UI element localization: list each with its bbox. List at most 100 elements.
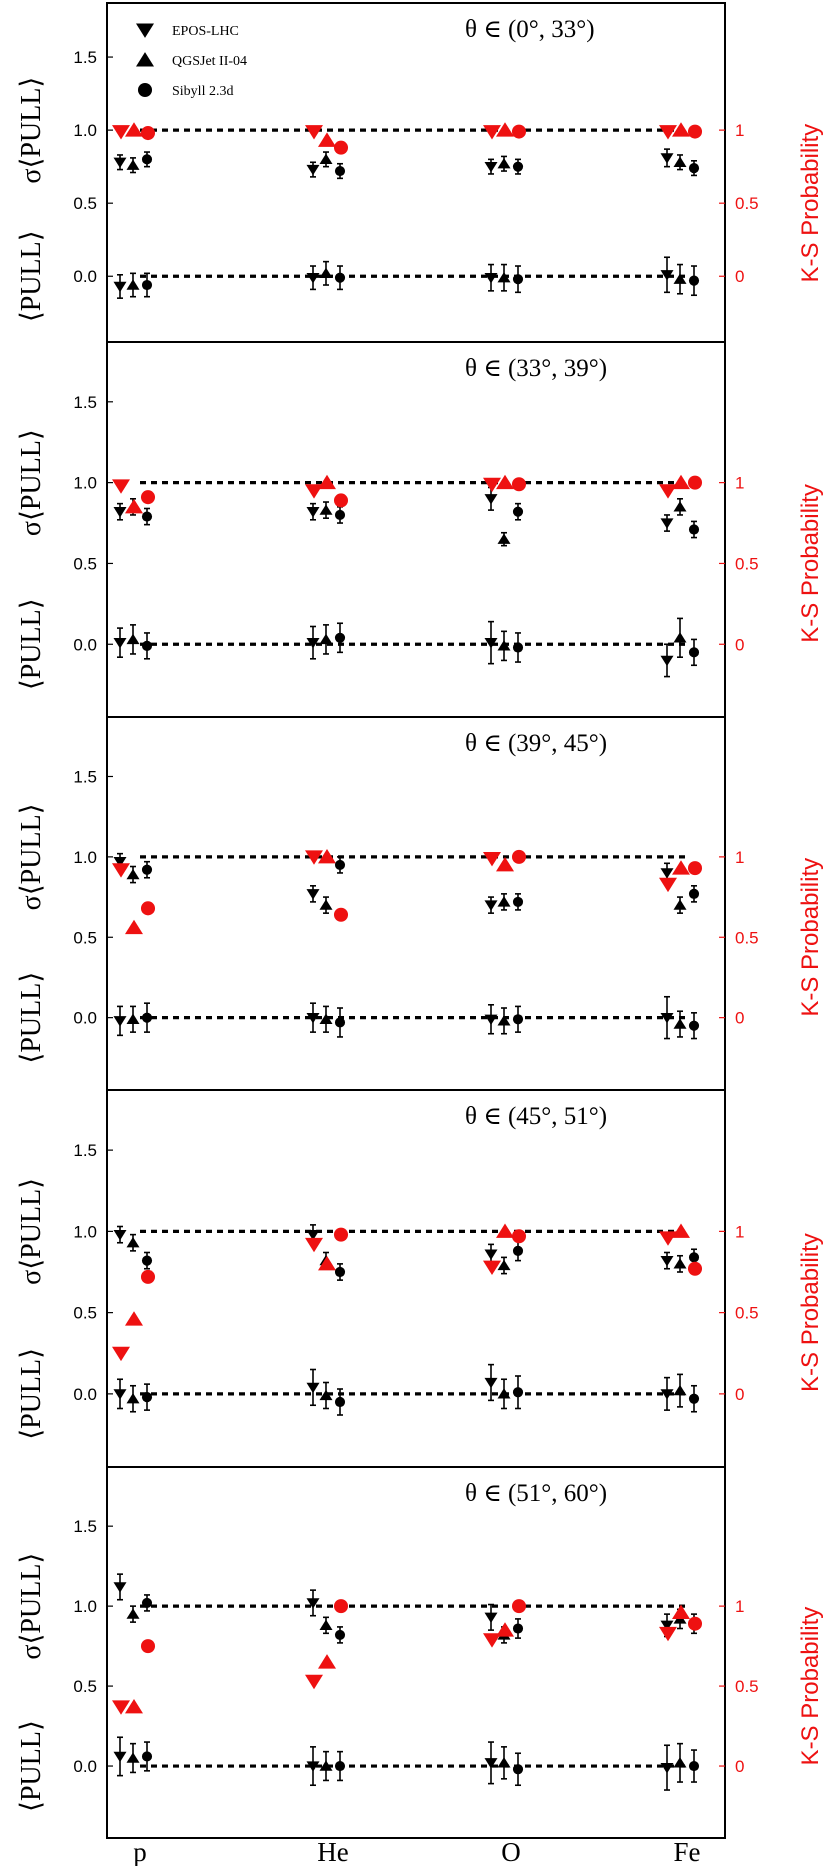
series-sibyll-2-3d [140, 1227, 703, 1416]
panel-frame [106, 1466, 726, 1839]
mean-point [319, 267, 333, 279]
sigma-point [141, 154, 153, 165]
panel-5: 0.0 0.5 1.0 1.5 0 0.5 1 σ⟨PULL⟩ ⟨PULL⟩ K-S Probab… [16, 1466, 824, 1839]
series-qgsjet-ii-04 [125, 1223, 690, 1413]
mean-point [484, 1014, 498, 1025]
right-tick-label: 0.5 [735, 554, 759, 573]
right-tick-label: 0 [735, 635, 744, 654]
panel-4: 0.0 0.5 1.0 1.5 0 0.5 1 σ⟨PULL⟩ ⟨PULL⟩ K-S Probab… [16, 1089, 824, 1468]
left-axis-label-mean: ⟨PULL⟩ [16, 972, 47, 1064]
sigma-point [512, 896, 524, 907]
series-epos-lhc [112, 125, 677, 299]
ks-point [112, 1346, 130, 1362]
legend-marker [136, 52, 154, 67]
ks-point [333, 1599, 349, 1614]
ks-point [125, 919, 143, 935]
right-tick-label: 0.5 [735, 194, 759, 213]
sigma-point [484, 161, 498, 173]
ks-point [483, 852, 501, 867]
right-axis-label: K-S Probability [797, 124, 824, 283]
mean-point [306, 1761, 320, 1772]
mean-point [688, 1393, 700, 1404]
left-tick-label: 0.0 [73, 1757, 97, 1776]
mean-point [688, 275, 700, 286]
ks-point [318, 474, 336, 490]
left-tick-label: 0.5 [73, 1677, 97, 1696]
left-tick-label: 1.0 [73, 121, 97, 140]
mean-point [113, 281, 127, 293]
mean-point [306, 273, 320, 284]
sigma-point [306, 164, 320, 176]
mean-point [497, 1757, 511, 1768]
mean-point [673, 273, 687, 284]
ks-point [112, 479, 130, 494]
ks-point [333, 1227, 349, 1242]
ks-point [672, 1223, 690, 1238]
mean-point [660, 1389, 674, 1400]
sigma-point [113, 857, 127, 868]
sigma-point [306, 507, 320, 518]
series-epos-lhc [112, 1224, 677, 1411]
sigma-point [673, 899, 687, 910]
mean-point [113, 1389, 127, 1400]
ks-point [496, 1622, 514, 1637]
left-tick-label: 1.0 [73, 1222, 97, 1241]
left-tick-label: 1.5 [73, 48, 97, 67]
panel-title: θ ∈ (51°, 60°) [465, 1480, 607, 1507]
left-tick-label: 1.0 [73, 474, 97, 493]
mean-point [512, 1387, 524, 1398]
sigma-point [334, 165, 346, 177]
ks-point [305, 484, 323, 499]
right-axis-label: K-S Probability [797, 858, 824, 1017]
ks-point [687, 1616, 703, 1631]
ks-point [672, 860, 690, 875]
ks-point [140, 1639, 156, 1654]
left-tick-label: 0.5 [73, 1304, 97, 1323]
sigma-point [688, 1252, 700, 1263]
panel-frame [106, 341, 726, 718]
series-sibyll-2-3d [140, 475, 703, 667]
mean-point [334, 632, 346, 643]
panel-title: θ ∈ (39°, 45°) [465, 730, 607, 757]
left-tick-label: 1.5 [73, 393, 97, 412]
left-axis-label-sigma: σ⟨PULL⟩ [16, 1178, 47, 1285]
ks-point [112, 1700, 130, 1715]
category-label-p: p [133, 1837, 147, 1866]
ks-point [659, 877, 677, 893]
mean-point [512, 274, 524, 285]
left-axis-label-sigma: σ⟨PULL⟩ [16, 803, 47, 910]
panel-2: 0.0 0.5 1.0 1.5 0 0.5 1 σ⟨PULL⟩ ⟨PULL⟩ K-S Probab… [16, 341, 824, 718]
left-axis-label-mean: ⟨PULL⟩ [16, 1720, 47, 1812]
left-tick-label: 0.0 [73, 1385, 97, 1404]
ks-point [140, 126, 156, 141]
mean-point [319, 1389, 333, 1401]
x-axis-category-labels: p He O Fe [133, 1837, 700, 1866]
panels-group: 0.0 0.5 1.0 1.5 0 0.5 1 σ⟨PULL⟩ ⟨PULL⟩ K-S Probab… [16, 2, 824, 1839]
category-label-fe: Fe [674, 1837, 701, 1866]
sigma-point [126, 868, 140, 880]
ks-point [333, 493, 349, 508]
sigma-point [484, 1612, 498, 1624]
ks-point [140, 1269, 156, 1284]
left-tick-label: 0.5 [73, 928, 97, 947]
ks-point [496, 1223, 514, 1238]
ks-point [140, 490, 156, 505]
sigma-point [688, 163, 700, 174]
series-qgsjet-ii-04 [125, 1604, 690, 1783]
ks-point [659, 1231, 677, 1246]
sigma-point [319, 899, 333, 910]
sigma-point [484, 900, 498, 911]
series-qgsjet-ii-04 [125, 474, 690, 662]
sigma-point [497, 158, 511, 169]
mean-point [126, 633, 140, 645]
mean-point [141, 1751, 153, 1762]
sigma-point [497, 1259, 511, 1271]
sigma-point [141, 1255, 153, 1266]
mean-point [113, 1016, 127, 1027]
left-axis-label-mean: ⟨PULL⟩ [16, 1348, 47, 1440]
mean-point [306, 1382, 320, 1394]
sigma-point [306, 1229, 320, 1241]
ks-point [687, 124, 703, 139]
right-tick-label: 0.5 [735, 928, 759, 947]
ks-point [483, 1260, 501, 1276]
